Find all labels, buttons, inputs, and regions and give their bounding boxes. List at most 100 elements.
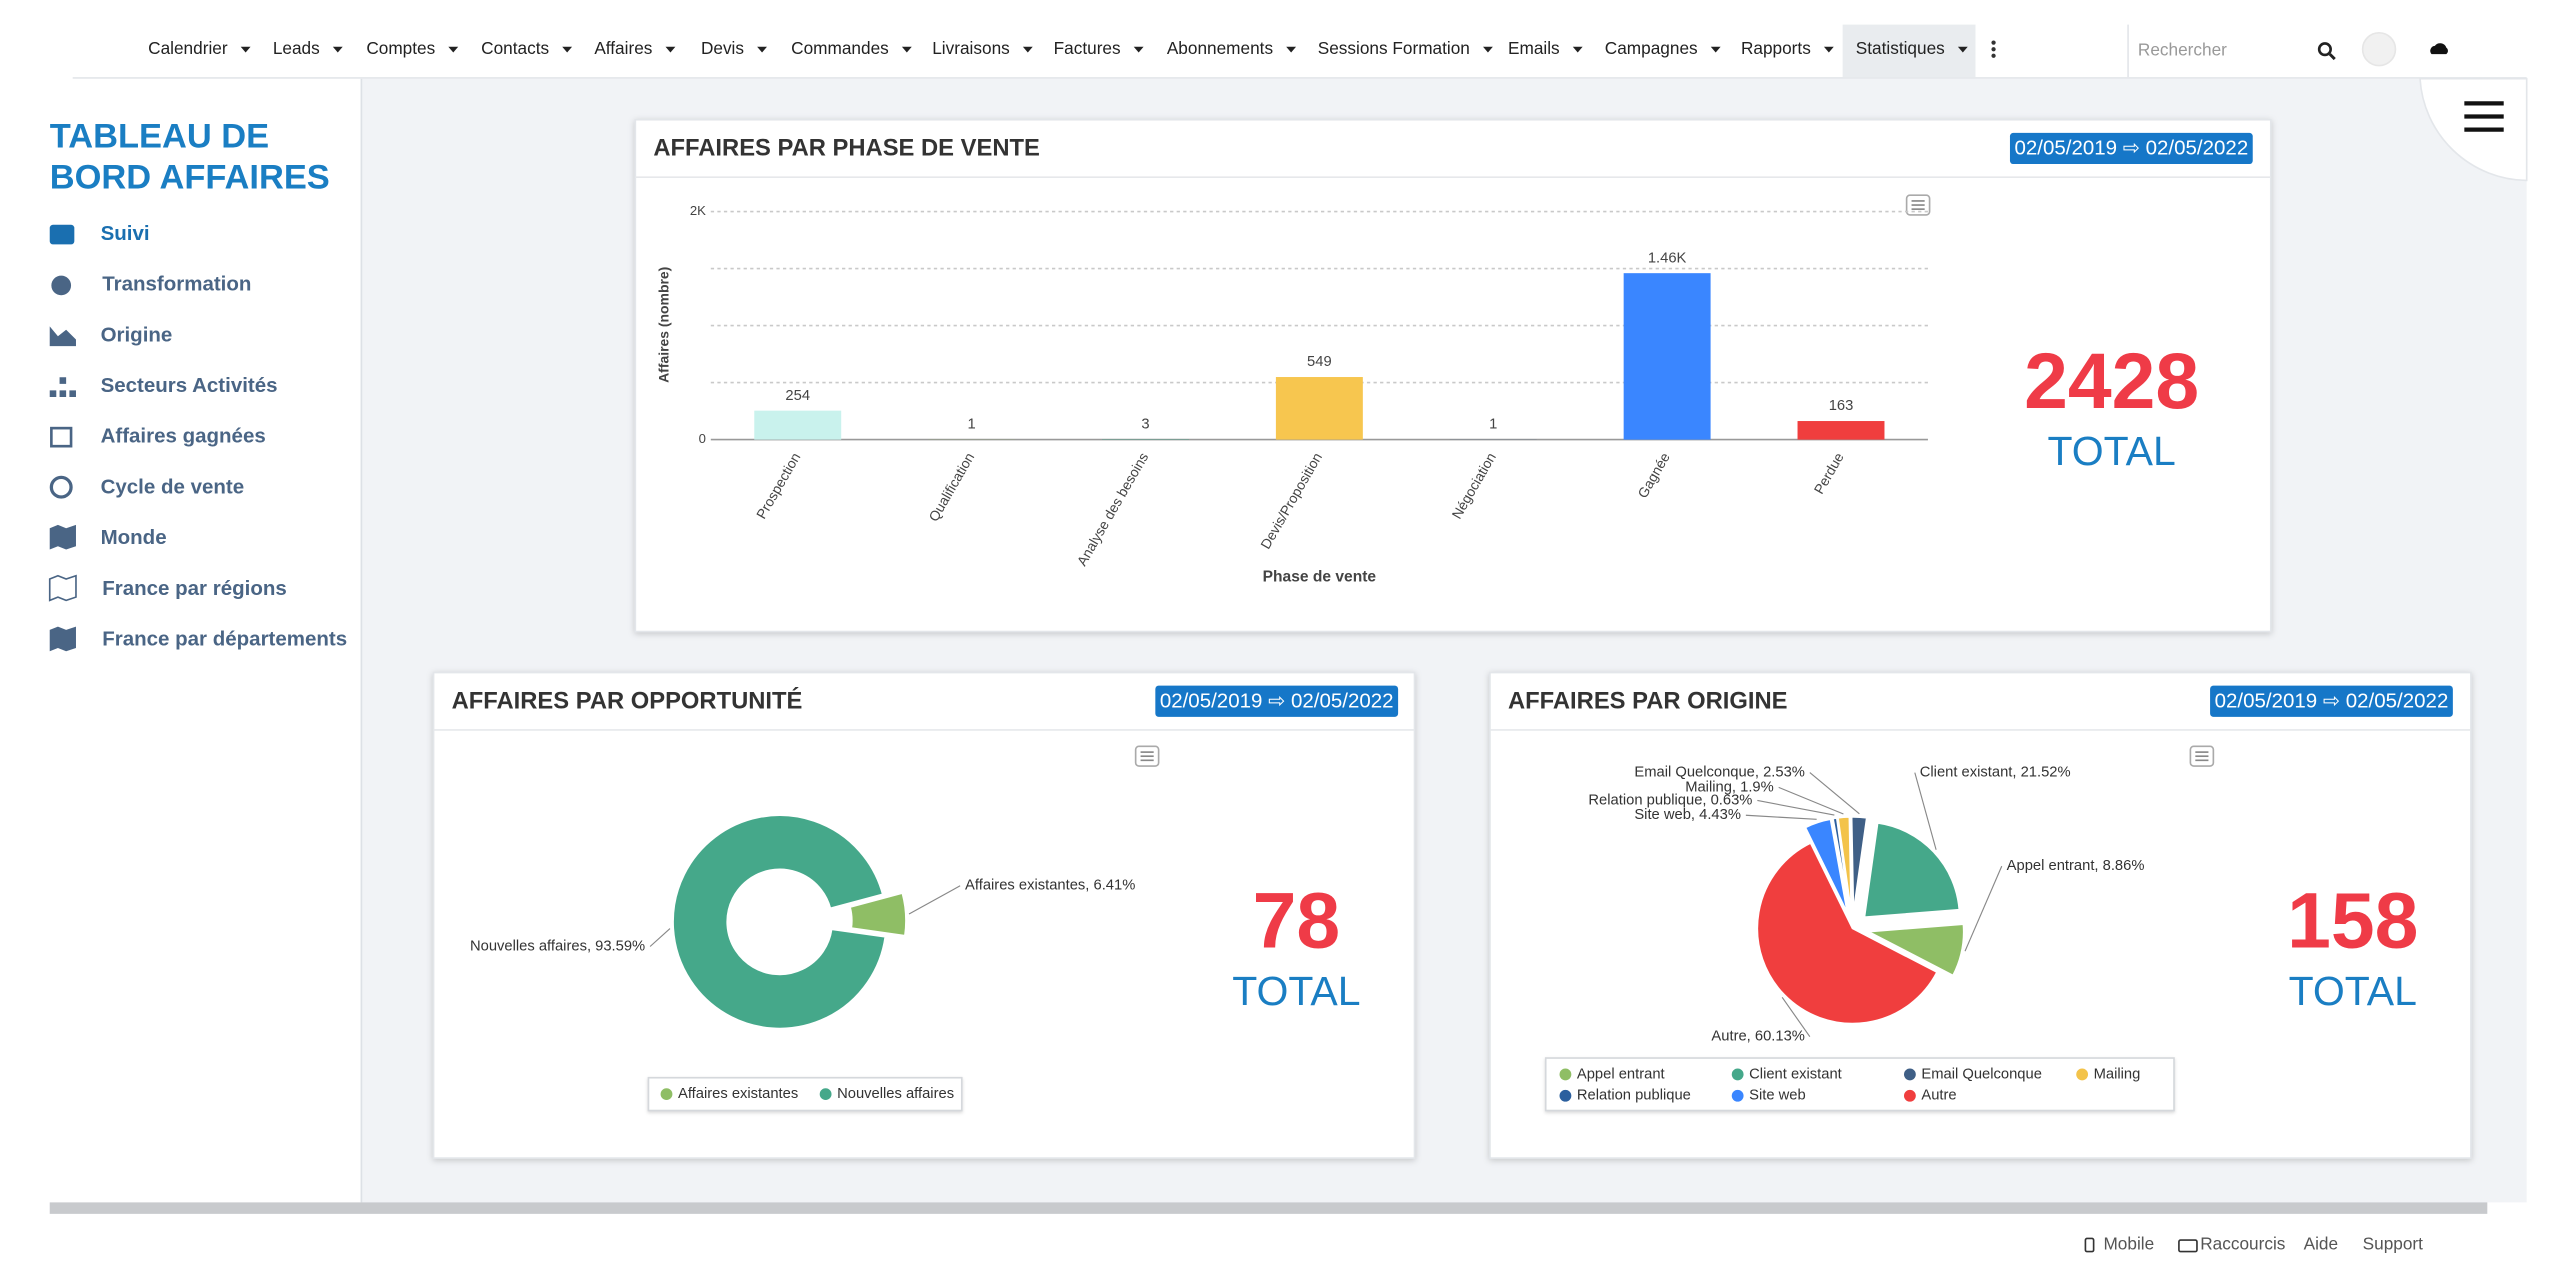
nav-caret [901, 46, 912, 53]
date-range[interactable]: 02/05/2019 ⇨ 02/05/2022 [2014, 137, 2248, 160]
leader-line [1809, 772, 1860, 815]
avatar[interactable] [2361, 31, 2397, 67]
nav-item[interactable]: Contacts [481, 38, 549, 58]
legend-marker [1731, 1089, 1744, 1102]
sidebar-item[interactable]: Transformation [102, 273, 251, 296]
date-badge [2009, 132, 2253, 165]
legend-label[interactable]: Nouvelles affaires [837, 1086, 954, 1102]
nav-item[interactable]: Campagnes [1605, 38, 1698, 58]
nav-caret [665, 46, 676, 53]
data-label: Site web, 4.43% [1634, 807, 1741, 823]
legend-marker [1731, 1068, 1744, 1081]
data-label: 163 [1829, 398, 1854, 414]
date-range[interactable]: 02/05/2019 ⇨ 02/05/2022 [1160, 689, 1394, 712]
pie-slice [1865, 923, 1965, 977]
icon-binoculars [49, 224, 75, 245]
pie-slice [849, 892, 907, 937]
mobile-icon [2084, 1237, 2095, 1253]
nav-item[interactable]: Calendrier [148, 38, 228, 58]
date-range[interactable]: 02/05/2019 ⇨ 02/05/2022 [2215, 689, 2449, 712]
bar [754, 410, 842, 440]
total-label: TOTAL [2289, 968, 2417, 1014]
bar [1623, 273, 1711, 440]
icon-sitemap [49, 377, 76, 397]
footer-link[interactable]: Support [2363, 1234, 2424, 1254]
legend-label[interactable]: Site web [1749, 1088, 1806, 1104]
legend-label[interactable]: Autre [1921, 1088, 1956, 1104]
legend-label[interactable]: Mailing [2094, 1066, 2141, 1082]
panel-title: AFFAIRES PAR OPPORTUNITÉ [452, 686, 803, 714]
sidebar-item[interactable]: France par départements [102, 627, 347, 650]
nav-caret [448, 46, 459, 53]
total-value: 78 [1253, 877, 1341, 965]
nav-item[interactable]: Commandes [791, 38, 889, 58]
y-tick-label: 2K [690, 203, 706, 218]
nav-caret [1483, 46, 1493, 53]
sidebar-item[interactable]: Origine [101, 323, 173, 346]
footer-link[interactable]: Raccourcis [2200, 1234, 2285, 1254]
sidebar-title: TABLEAU DE BORD AFFAIRES [49, 118, 330, 197]
nav-item[interactable]: Livraisons [932, 38, 1010, 58]
data-label: 549 [1307, 354, 1332, 370]
nav-item[interactable]: Emails [1508, 38, 1560, 58]
cloud-icon[interactable] [2430, 43, 2448, 55]
sidebar-item[interactable]: Monde [101, 526, 167, 549]
total-value: 158 [2287, 877, 2418, 965]
data-label: Relation publique, 0.63% [1588, 792, 1752, 808]
data-label: 1 [968, 417, 976, 433]
search-input[interactable]: Rechercher [2138, 39, 2227, 59]
legend-label[interactable]: Appel entrant [1577, 1066, 1665, 1082]
more-icon[interactable] [1991, 40, 1996, 58]
legend-label[interactable]: Affaires existantes [678, 1086, 798, 1102]
nav-item[interactable]: Devis [701, 38, 744, 58]
pie-slice [1850, 816, 1868, 913]
leader-line [1757, 799, 1835, 816]
pie-slice [1837, 816, 1853, 913]
nav-item[interactable]: Sessions Formation [1318, 38, 1470, 58]
search-icon[interactable] [2317, 42, 2336, 61]
legend-marker [2076, 1068, 2089, 1081]
nav-caret [1957, 46, 1968, 53]
sidebar-item[interactable]: Cycle de vente [101, 475, 245, 498]
panel [634, 118, 2272, 633]
legend-marker [819, 1088, 832, 1101]
panel-title: AFFAIRES PAR ORIGINE [1508, 687, 1788, 714]
nav-item[interactable]: Statistiques [1856, 38, 1945, 58]
sidebar-item[interactable]: Secteurs Activités [101, 374, 278, 397]
hamburger-icon[interactable] [2464, 101, 2504, 132]
bar [1275, 377, 1363, 440]
icon-map-solid [49, 626, 76, 652]
pie-slice [1756, 841, 1939, 1025]
nav-item[interactable]: Rapports [1741, 38, 1811, 58]
icon-map [49, 524, 76, 550]
legend-label[interactable]: Relation publique [1577, 1088, 1691, 1104]
icon-check [50, 426, 73, 448]
sidebar-icons [48, 224, 77, 652]
legend-label[interactable]: Email Quelconque [1921, 1066, 2042, 1082]
pie-slice [1804, 818, 1849, 914]
icon-map-outline [48, 574, 77, 602]
scrollbar [49, 1202, 2488, 1214]
data-label: 3 [1141, 416, 1149, 432]
pie-slice [1832, 817, 1851, 913]
legend-label[interactable]: Client existant [1749, 1066, 1842, 1082]
data-label: 1.46K [1648, 250, 1687, 266]
nav-item[interactable]: Affaires [594, 38, 652, 58]
footer-link[interactable]: Aide [2304, 1234, 2338, 1254]
nav-item[interactable]: Comptes [366, 38, 435, 58]
total-value: 2428 [2024, 337, 2199, 425]
x-axis-title: Phase de vente [1263, 569, 1377, 586]
y-tick-label: 0 [699, 431, 706, 446]
sidebar-item[interactable]: France par régions [102, 577, 287, 600]
sidebar-item[interactable]: Suivi [101, 222, 150, 245]
nav-item[interactable]: Abonnements [1167, 38, 1273, 58]
nav-caret [1022, 46, 1033, 53]
icon-gears [51, 275, 72, 296]
footer-link[interactable]: Mobile [2103, 1234, 2154, 1254]
nav-item[interactable]: Factures [1054, 38, 1121, 58]
sidebar-item[interactable]: Affaires gagnées [101, 425, 266, 448]
nav-active-bg [1842, 24, 1976, 78]
nav-item[interactable]: Leads [273, 38, 320, 58]
